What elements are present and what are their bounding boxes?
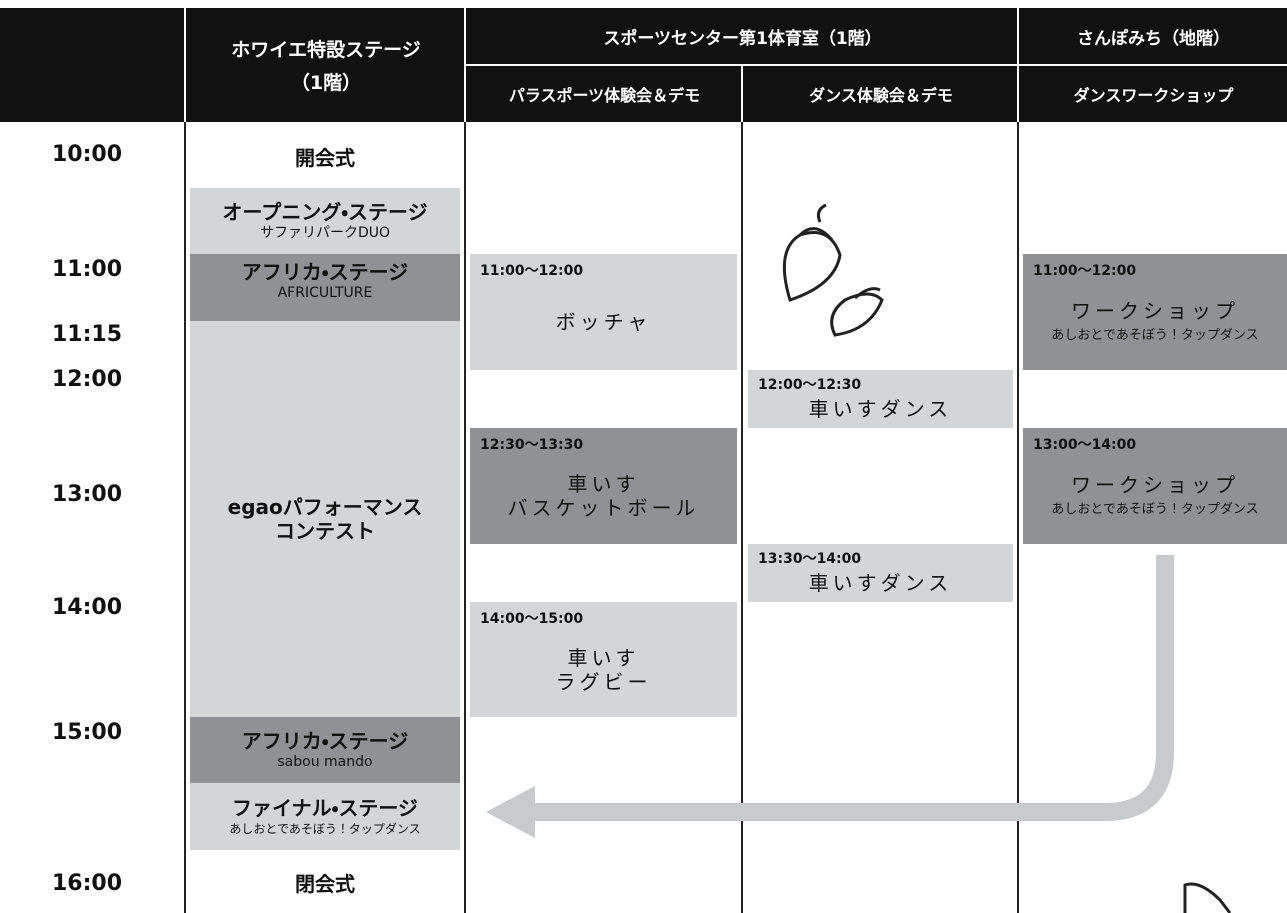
arrow-line: [530, 555, 1174, 821]
event: 12:00〜12:30 車いすダンス: [748, 370, 1013, 428]
time-label: 16:00: [52, 871, 123, 896]
event-subtitle: AFRICULTURE: [277, 285, 373, 301]
event-title: ワークショップ: [1071, 473, 1239, 497]
event: 閉会式: [190, 866, 460, 902]
event: 13:30〜14:00 車いすダンス: [748, 544, 1013, 602]
event-title: ラグビー: [555, 669, 652, 694]
event: 12:30〜13:30 車いす バスケットボール: [470, 428, 737, 544]
event: オープニング・ステージ サファリパークDUO: [190, 188, 460, 254]
time-label: 10:00: [52, 142, 123, 167]
event-title: アフリカ・ステージ: [241, 260, 409, 284]
event-time: 13:00〜14:00: [1033, 437, 1137, 453]
event-title: 開会式: [295, 146, 355, 170]
program-header: ダンス体験会＆デモ: [809, 86, 953, 105]
event-subtitle: あしおとであそぼう！タップダンス: [1051, 502, 1259, 517]
event: 13:00〜14:00 ワークショップ あしおとであそぼう！タップダンス: [1023, 428, 1287, 544]
foyer-header-line: （1階）: [290, 72, 362, 94]
event-subtitle: サファリパークDUO: [259, 225, 391, 241]
header-separator: [464, 8, 466, 122]
event-title: ファイナル・ステージ: [232, 795, 418, 820]
foyer-header: ホワイエ特設ステージ （1階）: [187, 8, 465, 122]
column-line: [464, 122, 466, 913]
time-label: 15:00: [52, 720, 123, 745]
column-line: [1017, 122, 1019, 913]
header-separator: [741, 66, 743, 122]
event-title: 車いす: [567, 645, 640, 670]
header-separator: [1017, 8, 1019, 122]
arrow-head: [486, 786, 535, 838]
column-line: [741, 122, 743, 913]
event-time: 12:30〜13:30: [480, 437, 584, 453]
event-title: アフリカ・ステージ: [241, 729, 409, 753]
event-title: ワークショップ: [1071, 299, 1239, 323]
event-title: ボッチャ: [555, 310, 652, 334]
sanpomichi-header: さんぽみち（地階）: [1077, 28, 1230, 49]
event-subtitle: あしおとであそぼう！タップダンス: [229, 821, 421, 836]
acorn-icon: [782, 203, 1232, 913]
event-time: 14:00〜15:00: [480, 611, 584, 627]
event: 11:00〜12:00 ボッチャ: [470, 254, 737, 370]
sports-center-header: スポーツセンター第1体育室（1階）: [603, 28, 882, 49]
event-time: 11:00〜12:00: [480, 263, 584, 279]
foyer-header-line: ホワイエ特設ステージ: [231, 39, 421, 61]
event-title: コンテスト: [275, 519, 375, 543]
event-title: 車いすダンス: [808, 571, 953, 595]
event-subtitle: あしおとであそぼう！タップダンス: [1051, 328, 1259, 343]
event: アフリカ・ステージ AFRICULTURE: [190, 254, 460, 321]
event: 11:00〜12:00 ワークショップ あしおとであそぼう！タップダンス: [1023, 254, 1287, 370]
time-label: 12:00: [52, 367, 123, 392]
column-line: [184, 122, 186, 913]
time-label: 14:00: [52, 595, 123, 620]
event: ファイナル・ステージ あしおとであそぼう！タップダンス: [190, 783, 460, 850]
event-title: オープニング・ステージ: [222, 200, 428, 224]
time-label: 11:15: [52, 322, 123, 347]
event: アフリカ・ステージ sabou mando: [190, 717, 460, 783]
event: egaoパフォーマンス コンテスト: [190, 321, 460, 717]
event-time: 13:30〜14:00: [758, 551, 862, 567]
event: 開会式: [190, 140, 460, 176]
event-title: egaoパフォーマンス: [227, 495, 423, 519]
event-subtitle: sabou mando: [277, 754, 373, 770]
program-header: パラスポーツ体験会＆デモ: [508, 86, 701, 105]
event-title: 車いすダンス: [808, 397, 953, 421]
time-label: 13:00: [52, 482, 123, 507]
event-time: 12:00〜12:30: [758, 377, 862, 393]
event-title: バスケットボール: [507, 496, 700, 520]
header-separator: [184, 8, 186, 122]
event-title: 車いす: [567, 472, 640, 496]
header-divider: [465, 64, 1287, 66]
event: 14:00〜15:00 車いす ラグビー: [470, 602, 737, 717]
event-time: 11:00〜12:00: [1033, 263, 1137, 279]
program-header: ダンスワークショップ: [1073, 86, 1234, 105]
event-title: 閉会式: [295, 872, 355, 896]
time-label: 11:00: [52, 257, 123, 282]
